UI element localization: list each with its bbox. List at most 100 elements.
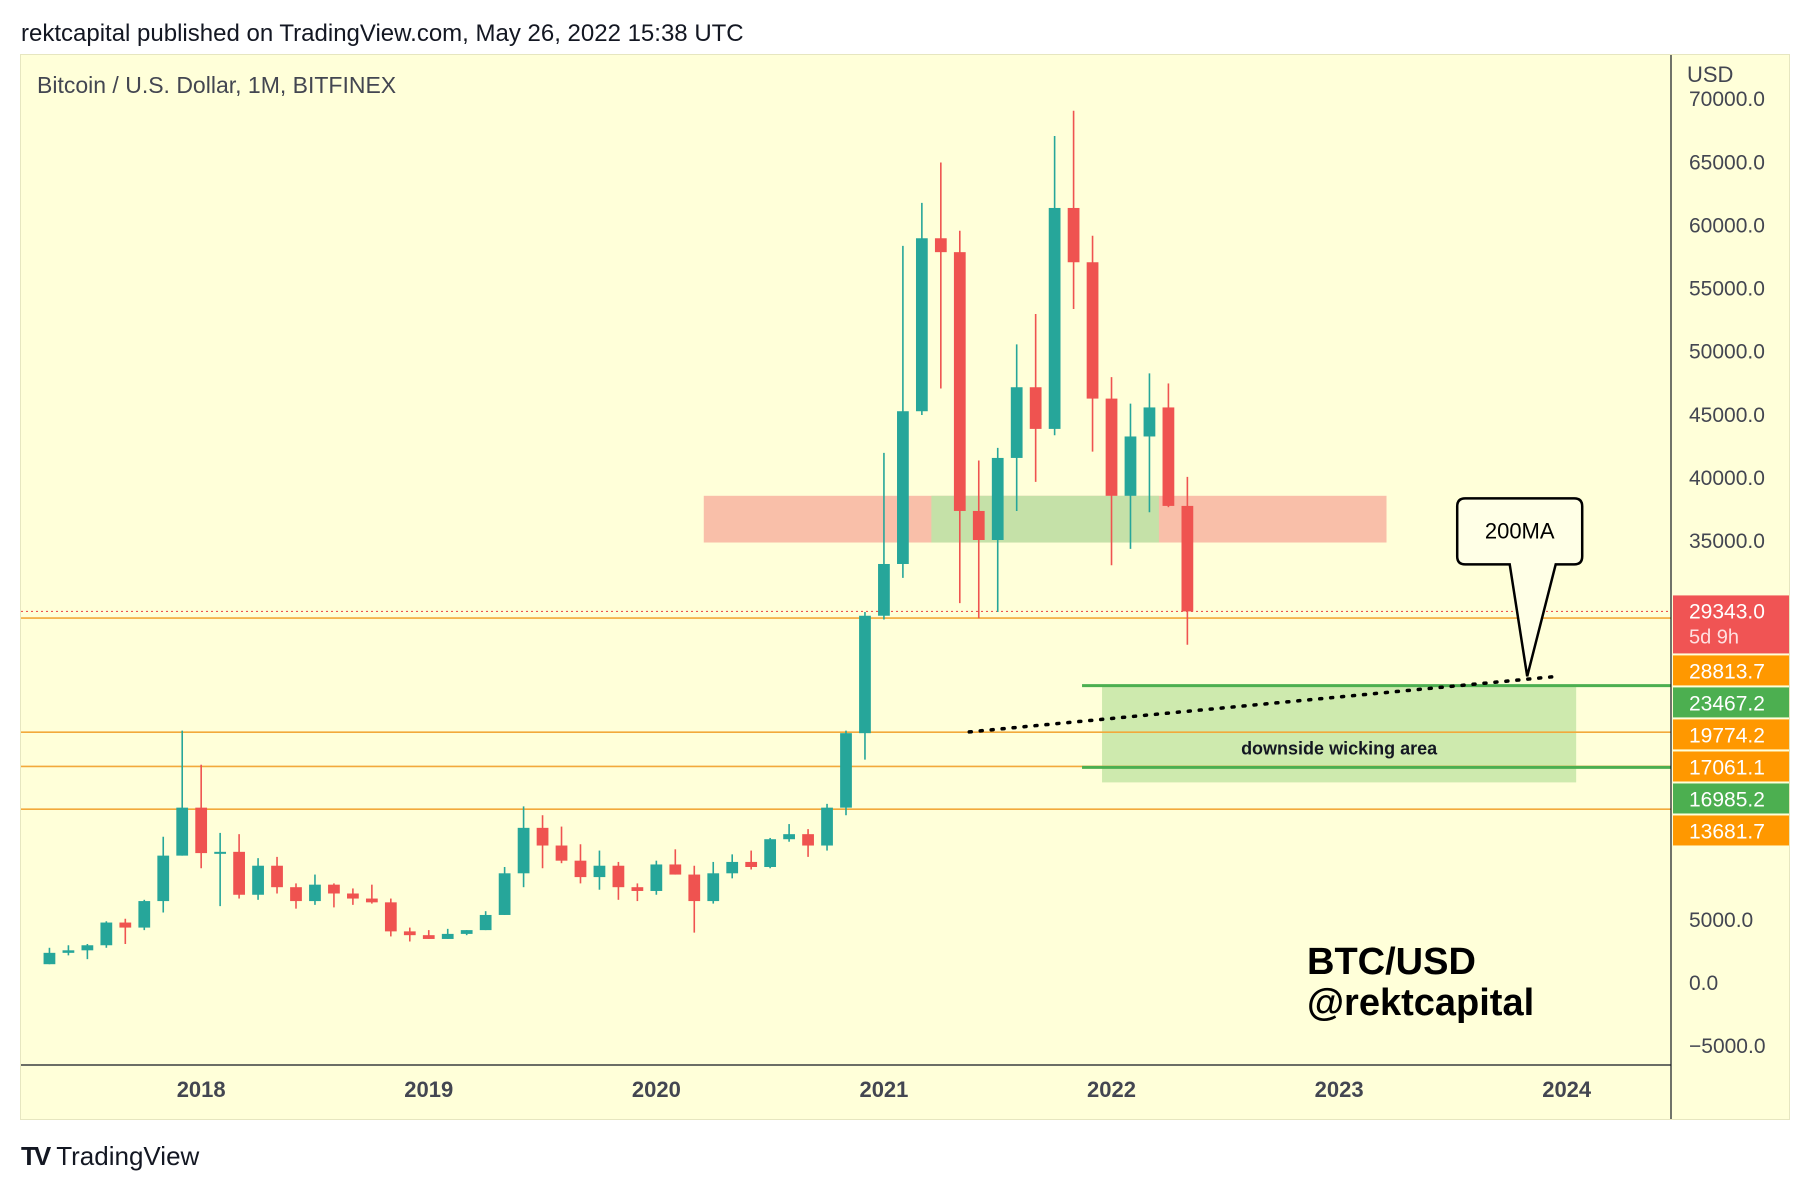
candle-body-2019-01 bbox=[422, 935, 435, 939]
price-badge-2 bbox=[1673, 719, 1789, 750]
candle-body-2019-08 bbox=[555, 845, 568, 861]
x-tick-label: 2024 bbox=[1542, 1077, 1592, 1102]
countdown-text: 5d 9h bbox=[1689, 626, 1739, 648]
candle-body-2018-01 bbox=[195, 807, 208, 854]
tradingview-logo-icon: TV bbox=[21, 1141, 51, 1171]
candle-body-2018-04 bbox=[252, 865, 264, 895]
candle-body-2020-10 bbox=[821, 807, 833, 846]
price-badge-text-3: 17061.1 bbox=[1689, 756, 1765, 779]
current-price-text: 29343.0 bbox=[1689, 600, 1765, 623]
candle-body-2017-10 bbox=[138, 901, 151, 928]
candle-body-2022-05 bbox=[1181, 505, 1194, 612]
x-tick-label: 2020 bbox=[632, 1077, 681, 1102]
x-tick-label: 2018 bbox=[177, 1077, 226, 1102]
candle-body-2020-02 bbox=[669, 864, 682, 875]
candle-body-2021-01 bbox=[878, 563, 890, 616]
annotations-layer: 200MA downside wicking area bbox=[967, 497, 1584, 758]
candle-body-2019-11 bbox=[612, 865, 625, 888]
candle-body-2018-08 bbox=[328, 884, 340, 894]
candle-body-2021-08 bbox=[1010, 387, 1023, 458]
ma-callout-label: 200MA bbox=[1485, 518, 1555, 543]
candle-body-2020-06 bbox=[745, 861, 758, 867]
candle-body-2022-03 bbox=[1143, 407, 1156, 437]
candle-body-2021-04 bbox=[934, 238, 947, 253]
candle-body-2018-09 bbox=[347, 893, 359, 899]
tradingview-logo[interactable]: TV TradingView bbox=[21, 1141, 199, 1172]
price-badge-3 bbox=[1673, 751, 1789, 782]
y-tick-label: 35000.0 bbox=[1689, 530, 1765, 553]
candle-body-2021-11 bbox=[1067, 207, 1080, 263]
candle-body-2017-08 bbox=[100, 922, 113, 946]
candle-body-2019-04 bbox=[479, 914, 492, 931]
candle-body-2022-02 bbox=[1124, 436, 1137, 496]
x-tick-label: 2022 bbox=[1087, 1077, 1136, 1102]
x-tick-label: 2019 bbox=[404, 1077, 453, 1102]
y-tick-label: −5000.0 bbox=[1689, 1035, 1766, 1058]
ma-trend-line bbox=[967, 674, 1559, 734]
candle-body-2019-07 bbox=[536, 827, 549, 846]
y-tick-label: 60000.0 bbox=[1689, 214, 1765, 237]
flip-zone bbox=[931, 495, 1159, 543]
price-badge-text-0: 28813.7 bbox=[1689, 660, 1765, 683]
candle-body-2018-05 bbox=[271, 865, 283, 888]
candle-body-2019-02 bbox=[441, 933, 454, 939]
y-tick-label: 40000.0 bbox=[1689, 467, 1765, 490]
candle-body-2019-10 bbox=[593, 865, 606, 878]
candle-body-2021-09 bbox=[1029, 387, 1042, 429]
price-badge-5 bbox=[1673, 815, 1789, 846]
x-tick-label: 2023 bbox=[1315, 1077, 1364, 1102]
candle-body-2020-03 bbox=[688, 874, 701, 902]
candle-body-2021-10 bbox=[1048, 207, 1061, 429]
chart-panel[interactable]: 200MA downside wicking area 70000.0 65000.… bbox=[20, 54, 1790, 1120]
candle-body-2020-04 bbox=[707, 873, 720, 902]
y-tick-label: 45000.0 bbox=[1689, 404, 1765, 427]
candle-body-2021-05 bbox=[953, 252, 966, 511]
price-badge-text-4: 16985.2 bbox=[1689, 788, 1765, 811]
price-badge-4 bbox=[1673, 783, 1789, 814]
candle-body-2020-08 bbox=[783, 834, 795, 840]
watermark-handle: @rektcapital bbox=[1307, 982, 1534, 1024]
watermark-pair: BTC/USD bbox=[1307, 941, 1476, 983]
candle-body-2019-05 bbox=[498, 873, 511, 915]
candle-body-2020-05 bbox=[726, 861, 739, 874]
candle-body-2021-12 bbox=[1086, 262, 1099, 399]
candle-body-2020-09 bbox=[802, 834, 814, 846]
chart-background bbox=[21, 55, 1671, 1119]
candle-body-2017-11 bbox=[157, 855, 170, 902]
wicking-area-label: downside wicking area bbox=[1241, 738, 1438, 758]
tradingview-brand-text: TradingView bbox=[56, 1141, 200, 1171]
currency-label: USD bbox=[1687, 62, 1733, 87]
candle-body-2020-12 bbox=[859, 615, 871, 734]
candle-body-2017-09 bbox=[119, 922, 132, 928]
candle-body-2019-03 bbox=[460, 930, 473, 934]
candle-body-2018-11 bbox=[384, 902, 397, 932]
price-badges: 29343.0 5d 9h 28813.7 23467.2 19774.2 17061.1… bbox=[1673, 595, 1789, 846]
candle-body-2020-01 bbox=[650, 864, 663, 891]
candle-body-2018-12 bbox=[403, 931, 416, 936]
price-badge-text-1: 23467.2 bbox=[1689, 692, 1765, 715]
y-tick-label: 50000.0 bbox=[1689, 341, 1765, 364]
candle-body-2018-06 bbox=[290, 887, 302, 902]
price-chart[interactable]: 200MA downside wicking area 70000.0 65000.… bbox=[21, 55, 1790, 1120]
price-badge-1 bbox=[1673, 687, 1789, 718]
price-badge-text-2: 19774.2 bbox=[1689, 724, 1765, 747]
candles-layer bbox=[43, 110, 1194, 965]
candle-body-2020-07 bbox=[764, 839, 777, 867]
y-tick-label: 55000.0 bbox=[1689, 278, 1765, 301]
candle-body-2018-07 bbox=[309, 884, 321, 902]
y-tick-label: 65000.0 bbox=[1689, 151, 1765, 174]
candle-body-2018-03 bbox=[233, 851, 245, 895]
price-axis-background bbox=[1671, 55, 1789, 1119]
price-axis: 70000.0 65000.0 60000.0 55000.0 50000.0 45000… bbox=[1689, 88, 1766, 1058]
candle-body-2017-07 bbox=[81, 945, 94, 951]
publish-info: rektcapital published on TradingView.com… bbox=[21, 20, 744, 47]
y-tick-label: 0.0 bbox=[1689, 972, 1718, 995]
candle-body-2017-05 bbox=[43, 952, 56, 965]
time-axis: 2018 2019 2020 2021 2022 2023 2024 bbox=[177, 1077, 1592, 1102]
candle-body-2020-11 bbox=[840, 733, 852, 808]
candle-body-2021-07 bbox=[991, 457, 1004, 540]
x-tick-label: 2021 bbox=[859, 1077, 908, 1102]
ma-callout-bubble bbox=[1455, 497, 1584, 677]
candle-body-2017-12 bbox=[176, 807, 189, 856]
price-badge-0 bbox=[1673, 655, 1789, 686]
